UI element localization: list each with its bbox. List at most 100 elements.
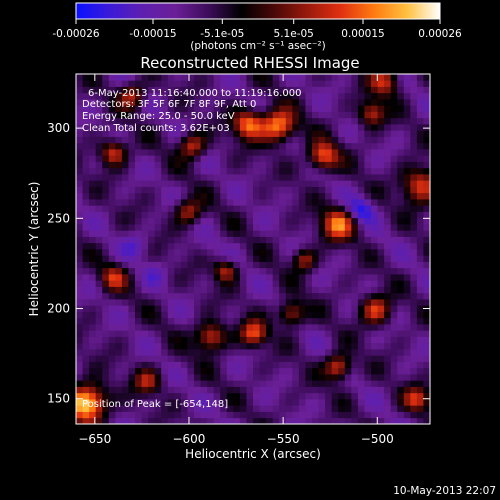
heatmap-cell — [318, 336, 326, 344]
heatmap-cell — [180, 74, 188, 81]
heatmap-cell — [298, 386, 306, 394]
heatmap-cell — [102, 311, 110, 319]
heatmap-cell — [102, 330, 110, 337]
heatmap-cell — [344, 399, 352, 406]
heatmap-cell — [344, 330, 352, 337]
heatmap-cell — [272, 80, 280, 87]
heatmap-cell — [384, 99, 392, 106]
heatmap-cell — [213, 92, 221, 100]
heatmap-cell — [207, 130, 215, 137]
heatmap-cell — [312, 149, 319, 156]
heatmap-cell — [95, 249, 103, 256]
heatmap-cell — [298, 149, 306, 156]
heatmap-cell — [154, 261, 162, 269]
heatmap-cell — [371, 211, 378, 219]
heatmap-cell — [305, 99, 313, 106]
heatmap-cell — [285, 336, 293, 344]
heatmap-cell — [213, 274, 221, 281]
heatmap-cell — [213, 199, 221, 206]
heatmap-cell — [305, 124, 313, 131]
heatmap-cell — [377, 230, 385, 237]
heatmap-cell — [233, 130, 241, 137]
heatmap-cell — [108, 399, 116, 406]
heatmap-cell — [154, 192, 162, 200]
heatmap-cell — [364, 299, 372, 306]
heatmap-cell — [135, 199, 142, 206]
heatmap-cell — [272, 392, 280, 400]
heatmap-cell — [187, 299, 195, 306]
heatmap-cell — [338, 161, 346, 169]
heatmap-cell — [115, 417, 123, 425]
heatmap-cell — [220, 224, 228, 231]
heatmap-cell — [167, 142, 175, 150]
heatmap-cell — [95, 380, 103, 387]
heatmap-cell — [416, 124, 424, 131]
heatmap-cell — [285, 111, 293, 119]
heatmap-cell — [187, 411, 195, 419]
heatmap-cell — [371, 192, 378, 200]
heatmap-cell — [200, 167, 208, 175]
heatmap-cell — [102, 280, 110, 287]
heatmap-cell — [76, 311, 83, 319]
heatmap-cell — [154, 74, 162, 81]
heatmap-cell — [384, 305, 392, 312]
heatmap-cell — [135, 286, 142, 294]
heatmap-cell — [141, 136, 149, 144]
heatmap-cell — [89, 86, 97, 94]
heatmap-cell — [82, 249, 90, 256]
heatmap-cell — [135, 230, 142, 237]
heatmap-cell — [108, 105, 116, 112]
heatmap-cell — [167, 80, 175, 87]
heatmap-cell — [364, 199, 372, 206]
heatmap-cell — [338, 124, 346, 131]
heatmap-cell — [390, 292, 398, 300]
heatmap-cell — [266, 274, 274, 281]
heatmap-cell — [364, 349, 372, 356]
heatmap-cell — [108, 249, 116, 256]
heatmap-cell — [115, 380, 123, 387]
heatmap-cell — [76, 105, 83, 112]
heatmap-cell — [95, 399, 103, 406]
heatmap-cell — [95, 199, 103, 206]
heatmap-cell — [89, 255, 97, 262]
heatmap-cell — [246, 124, 254, 131]
heatmap-cell — [180, 217, 188, 225]
heatmap-cell — [292, 224, 300, 231]
heatmap-cell — [318, 330, 326, 337]
heatmap-cell — [338, 274, 346, 281]
heatmap-cell — [233, 180, 241, 187]
heatmap-cell — [331, 105, 339, 112]
heatmap-cell — [115, 249, 123, 256]
heatmap-cell — [115, 242, 123, 250]
heatmap-cell — [325, 242, 333, 250]
heatmap-cell — [403, 230, 411, 237]
heatmap-cell — [384, 117, 392, 125]
heatmap-cell — [148, 249, 156, 256]
heatmap-cell — [194, 199, 201, 206]
heatmap-cell — [403, 136, 411, 144]
heatmap-cell — [357, 292, 365, 300]
peak-position-label: Position of Peak = [-654,148] — [82, 399, 228, 410]
heatmap-cell — [115, 355, 123, 362]
heatmap-cell — [318, 142, 326, 150]
heatmap-cell — [161, 349, 169, 356]
heatmap-cell — [226, 286, 234, 294]
heatmap-cell — [213, 174, 221, 181]
heatmap-cell — [194, 99, 201, 106]
heatmap-cell — [246, 155, 254, 162]
heatmap-cell — [121, 242, 129, 250]
heatmap-cell — [423, 261, 431, 269]
heatmap-cell — [180, 149, 188, 156]
heatmap-cell — [331, 186, 339, 194]
heatmap-cell — [76, 411, 83, 419]
heatmap-cell — [180, 111, 188, 119]
heatmap-cell — [89, 149, 97, 156]
heatmap-cell — [108, 111, 116, 119]
heatmap-cell — [161, 99, 169, 106]
heatmap-cell — [272, 324, 280, 331]
heatmap-cell — [76, 86, 83, 94]
heatmap-cell — [410, 399, 418, 406]
heatmap-cell — [194, 111, 201, 119]
heatmap-cell — [187, 286, 195, 294]
heatmap-cell — [95, 355, 103, 362]
